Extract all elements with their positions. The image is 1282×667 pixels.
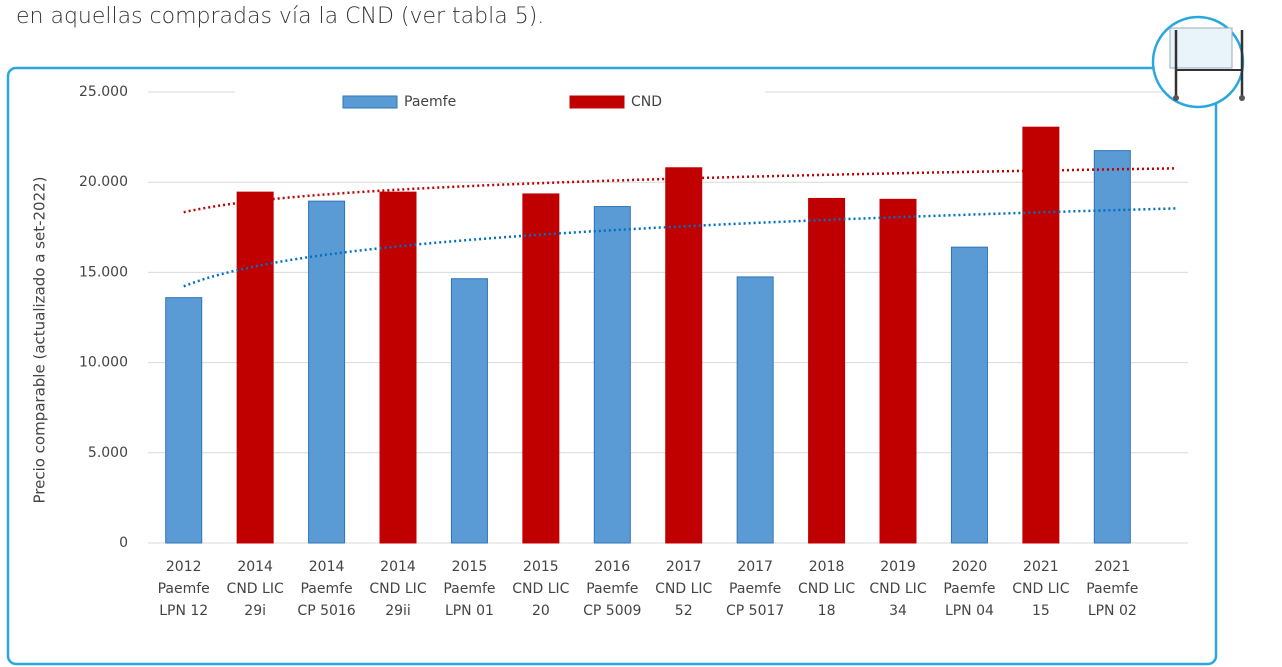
trendline: [183, 167, 1177, 214]
y-tick-label: 25.000: [79, 84, 128, 100]
x-tick-label: Paemfe: [943, 581, 995, 597]
bar: [522, 193, 560, 544]
bar: [1022, 126, 1060, 544]
bar: [236, 191, 274, 544]
bar: [1093, 150, 1131, 544]
x-tick-label: 2018: [809, 559, 845, 575]
x-tick-label: Paemfe: [158, 581, 210, 597]
x-tick-label: 2012: [166, 559, 202, 575]
bar: [879, 198, 917, 544]
chart-frame: [6, 66, 1218, 666]
y-tick-label: 15.000: [79, 264, 128, 280]
bar: [308, 200, 346, 544]
x-tick-label: 2017: [666, 559, 702, 575]
x-tick-label: CND LIC: [227, 581, 284, 597]
x-tick-label: CP 5017: [726, 603, 784, 619]
y-tick-label: 10.000: [79, 355, 128, 371]
x-tick-label: CND LIC: [1012, 581, 1069, 597]
x-tick-label: 34: [889, 603, 907, 619]
whiteboard-icon: [1151, 15, 1245, 109]
x-tick-label: 2014: [237, 559, 273, 575]
x-tick-label: 29i: [244, 603, 266, 619]
legend-label: Paemfe: [404, 94, 456, 110]
x-tick-label: LPN 12: [159, 603, 208, 619]
x-tick-label: 29ii: [385, 603, 411, 619]
legend-box: [235, 84, 765, 116]
x-tick-label: 2021: [1023, 559, 1059, 575]
x-tick-label: Paemfe: [443, 581, 495, 597]
x-tick-label: 52: [675, 603, 693, 619]
bar: [379, 191, 417, 544]
bar: [665, 167, 703, 544]
y-tick-label: 0: [119, 535, 128, 551]
x-tick-label: 18: [818, 603, 836, 619]
x-tick-label: 20: [532, 603, 550, 619]
y-tick-label: 20.000: [79, 174, 128, 190]
legend-swatch: [569, 95, 625, 109]
bar: [808, 197, 846, 544]
x-tick-label: 2016: [594, 559, 630, 575]
x-tick-label: CND LIC: [869, 581, 926, 597]
x-tick-label: 2020: [952, 559, 988, 575]
x-tick-label: CP 5009: [583, 603, 641, 619]
bar: [736, 276, 774, 544]
trendline: [183, 207, 1177, 288]
x-tick-label: Paemfe: [1086, 581, 1138, 597]
x-tick-label: 2019: [880, 559, 916, 575]
x-tick-label: 2014: [380, 559, 416, 575]
x-tick-label: CP 5016: [297, 603, 355, 619]
x-tick-label: LPN 02: [1088, 603, 1137, 619]
bar: [950, 246, 988, 544]
x-tick-label: Paemfe: [729, 581, 781, 597]
x-tick-label: 2015: [523, 559, 559, 575]
y-axis-label: Precio comparable (actualizado a set-202…: [31, 176, 49, 503]
x-tick-label: 2014: [309, 559, 345, 575]
x-tick-label: CND LIC: [512, 581, 569, 597]
x-tick-label: Paemfe: [586, 581, 638, 597]
bar: [165, 297, 203, 544]
legend-label: CND: [631, 94, 662, 110]
plot-area: 0 5.000 10.000 15.000 20.000 25.000 2012 Paemfe…: [79, 84, 1188, 619]
x-tick-label: CND LIC: [798, 581, 855, 597]
x-tick-label: Paemfe: [300, 581, 352, 597]
x-tick-label: LPN 01: [445, 603, 494, 619]
bar: [593, 206, 631, 544]
bar: [450, 278, 488, 544]
x-tick-label: 2015: [452, 559, 488, 575]
x-tick-label: CND LIC: [369, 581, 426, 597]
x-tick-label: 15: [1032, 603, 1050, 619]
y-tick-label: 5.000: [88, 445, 128, 461]
x-tick-label: LPN 04: [945, 603, 994, 619]
x-tick-label: 2021: [1094, 559, 1130, 575]
x-tick-label: 2017: [737, 559, 773, 575]
legend-swatch: [342, 95, 398, 109]
intro-text: en aquellas compradas vía la CND (ver ta…: [16, 4, 545, 29]
x-tick-label: CND LIC: [655, 581, 712, 597]
